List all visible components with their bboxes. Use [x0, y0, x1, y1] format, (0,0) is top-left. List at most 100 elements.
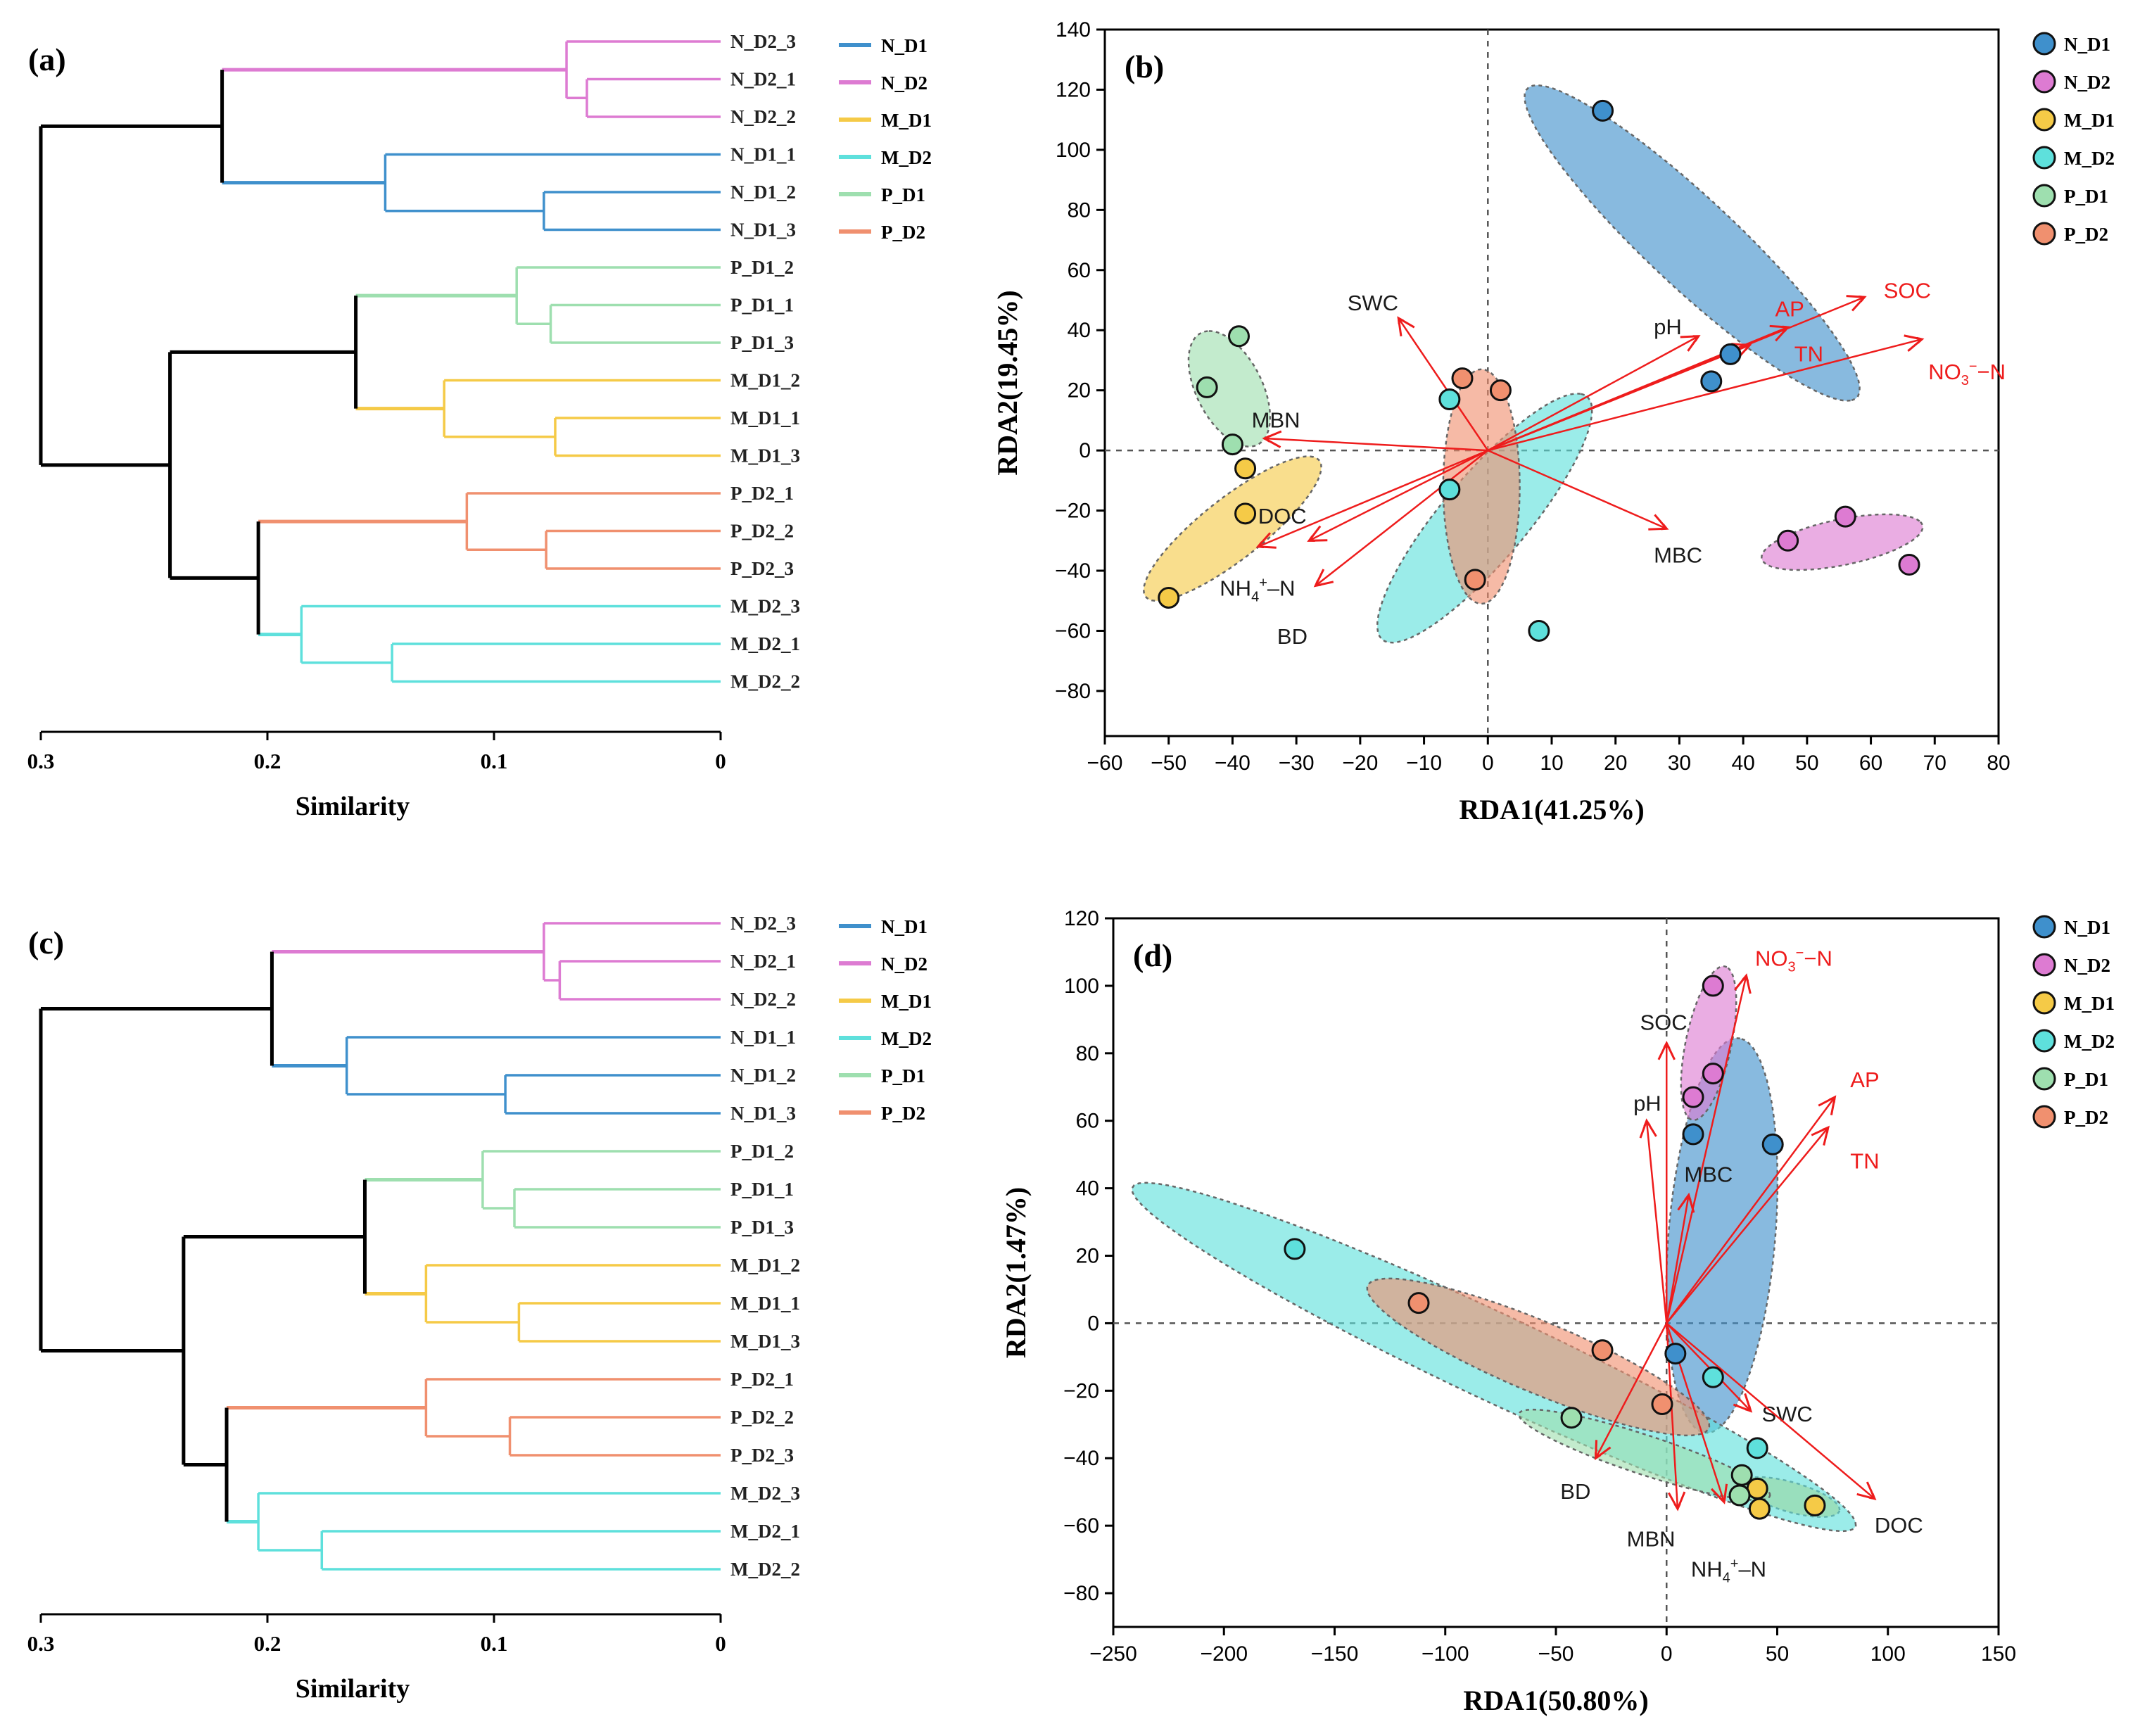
vector-label: MBN: [1252, 407, 1300, 432]
confidence-ellipse: [1187, 330, 1272, 448]
y-tick-label: 120: [1056, 78, 1091, 101]
vector-label-main: NO: [1755, 946, 1788, 971]
leaf-label: P_D2_2: [730, 521, 794, 542]
vector-label: SOC: [1884, 279, 1931, 303]
x-tick-label: 30: [1668, 752, 1691, 775]
legend-marker: [2032, 953, 2056, 977]
y-tick-label: 20: [1076, 1245, 1099, 1268]
vector-label: NO3−−N: [1755, 946, 1832, 975]
vector-arrow: [1666, 1322, 1875, 1498]
vector-arrow: [1487, 346, 1749, 452]
vector-label-main: MBN: [1252, 407, 1300, 432]
legend-label: M_D2: [2064, 148, 2115, 169]
x-tick-label: 80: [1987, 752, 2010, 775]
leaf-label: M_D1_1: [730, 407, 800, 429]
panel-label: (d): [1133, 937, 1172, 973]
vector-arrow: [1265, 438, 1488, 452]
legend-marker: [2032, 184, 2056, 208]
x-tick-label: −250: [1089, 1642, 1137, 1666]
vector-label-main: DOC: [1258, 504, 1307, 528]
vector-label: BD: [1560, 1479, 1590, 1504]
x-tick-label: 70: [1923, 752, 1946, 775]
vector-arrow: [1487, 449, 1666, 528]
panel-label: (b): [1125, 49, 1164, 84]
vector-label-tail: −N: [1804, 946, 1832, 971]
legend-marker: [2032, 1105, 2056, 1129]
vector-label-main: MBN: [1627, 1526, 1676, 1551]
vector-label: AP: [1775, 296, 1804, 321]
legend-marker: [2032, 108, 2056, 132]
leaf-label: M_D1_3: [730, 1331, 800, 1352]
legend-label: P_D2: [2064, 224, 2108, 245]
vector-arrow-head: [1397, 316, 1415, 337]
vector-label-sub: 3: [1788, 960, 1796, 975]
x-tick-label: −20: [1342, 752, 1378, 775]
x-axis-title: RDA1(50.80%): [1463, 1685, 1648, 1716]
vector-arrow: [1258, 449, 1488, 547]
vector-label: DOC: [1258, 504, 1307, 528]
legend-marker: [2032, 915, 2056, 939]
x-tick-label: 100: [1870, 1642, 1906, 1666]
legend-label: M_D1: [881, 110, 932, 131]
x-tick-label: −30: [1279, 752, 1315, 775]
vector-label-sub: 4: [1251, 590, 1259, 605]
leaf-label: P_D2_3: [730, 1445, 794, 1466]
leaf-label: P_D1_2: [730, 1141, 794, 1162]
vector-arrow-head: [1818, 1095, 1837, 1115]
vector-label: AP: [1850, 1067, 1879, 1092]
x-tick-label: 0: [1482, 752, 1494, 775]
legend-label: P_D1: [881, 184, 925, 205]
vector-label-main: SOC: [1640, 1010, 1688, 1035]
vector-label-sub: 3: [1961, 373, 1969, 388]
y-tick-label: 20: [1068, 379, 1091, 403]
x-tick-label: −100: [1422, 1642, 1469, 1666]
vector-arrow: [1666, 1322, 1751, 1411]
legend-label: M_D1: [881, 991, 932, 1012]
vector-arrow-head: [1904, 334, 1925, 352]
data-point: [1804, 1494, 1826, 1516]
leaf-label: N_D1_1: [730, 1027, 796, 1048]
y-tick-label: −20: [1055, 500, 1091, 523]
vector-label-tail: –N: [1738, 1557, 1766, 1581]
legend-marker: [2032, 146, 2056, 170]
confidence-ellipse: [1761, 513, 1924, 571]
y-tick-label: 60: [1076, 1110, 1099, 1133]
x-tick-label: −40: [1215, 752, 1251, 775]
y-axis-title: RDA2(1.47%): [1000, 1187, 1032, 1358]
data-point: [1664, 1343, 1687, 1365]
data-point: [1528, 619, 1550, 642]
leaf-label: P_D1_3: [730, 1217, 794, 1238]
leaf-label: P_D2_1: [730, 483, 794, 504]
leaf-label: M_D1_1: [730, 1293, 800, 1314]
vector-arrow-head: [1846, 295, 1867, 312]
panel-a-dendrogram: (a) N_D2_3 N_D2_1 N_D2_2 N_D1_1 N_D1_2 N_D1_3 P…: [27, 31, 932, 821]
leaf-label: N_D2_1: [730, 69, 796, 90]
vector-label-main: BD: [1277, 624, 1308, 649]
data-point: [1728, 1484, 1751, 1507]
data-point: [1651, 1393, 1673, 1416]
data-point: [1560, 1407, 1583, 1429]
vector-label-sup: −: [1969, 359, 1977, 374]
legend-label: P_D1: [2064, 1069, 2108, 1090]
vector-label: NH4+–N: [1691, 1556, 1766, 1585]
legend-label: N_D1: [2064, 917, 2110, 938]
leaf-label: M_D2_3: [730, 1483, 800, 1504]
leaf-label: N_D1_2: [730, 182, 796, 203]
legend-marker: [2032, 70, 2056, 94]
data-point: [1682, 1123, 1704, 1146]
x-tick-label: 50: [1795, 752, 1818, 775]
panel-label: (c): [28, 925, 64, 961]
data-point: [1777, 529, 1799, 552]
vector-arrow: [1647, 1121, 1668, 1324]
vector-label: NO3−−N: [1928, 359, 2006, 388]
legend-marker: [2032, 1029, 2056, 1053]
vector-label-sup: −: [1796, 946, 1804, 961]
vector-arrow-head: [1731, 343, 1752, 360]
vector-label-main: NH: [1691, 1557, 1723, 1581]
leaf-label: P_D2_2: [730, 1407, 794, 1428]
legend-label: M_D2: [2064, 1031, 2115, 1052]
leaf-label: M_D1_3: [730, 445, 800, 467]
x-tick-label: 10: [1540, 752, 1563, 775]
leaf-label: P_D2_3: [730, 558, 794, 579]
